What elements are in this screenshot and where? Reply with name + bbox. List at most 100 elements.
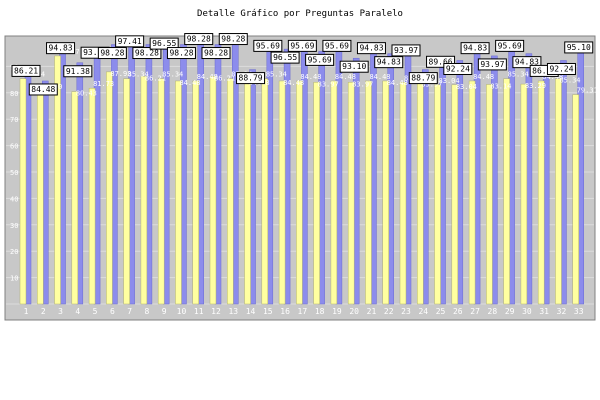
data-label-series-a: 95.10 (567, 43, 591, 52)
data-label-series-b: 84.48 (283, 79, 304, 87)
data-label-box (512, 56, 542, 69)
data-label-series-a: 95.69 (256, 41, 280, 50)
bar-series-b (227, 78, 234, 305)
data-label-series-b: 85.34 (128, 71, 149, 79)
bar-series-b (572, 94, 579, 305)
data-label-box (564, 41, 594, 54)
data-label-series-a: 98.28 (221, 35, 245, 44)
data-label-box (477, 58, 507, 71)
x-tick-label: 32 (557, 307, 567, 316)
data-label-series-b: 81.73 (93, 80, 114, 88)
bar-series-b (434, 84, 441, 305)
data-label-box (149, 37, 179, 50)
y-tick-label: 60 (10, 143, 18, 151)
data-label-series-a: 94.83 (359, 44, 383, 53)
bar-series-b (365, 80, 372, 305)
y-tick-label: 70 (10, 116, 18, 124)
data-label-series-a: 92.24 (549, 64, 573, 73)
data-label-series-b: 83.29 (525, 82, 546, 90)
data-label-box (11, 64, 41, 77)
data-label-series-b: 84.48 (335, 73, 356, 81)
data-label-box (97, 47, 127, 60)
bar-series-b (347, 82, 355, 305)
bar-series-b (140, 76, 148, 305)
x-tick-label: 7 (127, 307, 132, 316)
data-label-series-b: 84.48 (179, 79, 200, 87)
data-label-box (201, 47, 231, 60)
y-tick-label: 40 (10, 195, 18, 203)
data-label-series-a: 94.83 (377, 58, 401, 67)
data-label-series-a: 95.69 (325, 41, 349, 50)
x-tick-label: 31 (539, 307, 549, 316)
data-label-series-a: 98.28 (100, 49, 124, 58)
data-label-box (236, 72, 266, 85)
data-label-series-a: 94.83 (49, 44, 73, 53)
x-tick-label: 19 (332, 307, 342, 316)
data-label-box (339, 60, 369, 73)
x-tick-label: 12 (211, 307, 221, 316)
data-label-box (426, 55, 456, 68)
x-tick-label: 18 (315, 307, 325, 316)
y-tick-label: 80 (10, 90, 18, 98)
x-tick-label: 25 (436, 307, 446, 316)
bar-series-b (261, 78, 269, 305)
data-label-box (184, 33, 214, 46)
data-label-series-b: 85.34 (266, 71, 287, 79)
data-label-series-a: 88.79 (239, 74, 263, 83)
data-label-series-b: 84.48 (542, 73, 563, 81)
data-label-series-b: 86.21 (145, 74, 166, 82)
bar-series-b (330, 80, 338, 305)
data-label-box (305, 53, 335, 66)
x-tick-label: 24 (418, 307, 428, 316)
data-label-series-a: 84.48 (31, 85, 55, 94)
data-label-box (270, 51, 300, 64)
x-tick-label: 8 (144, 307, 149, 316)
data-label-box (253, 39, 283, 52)
bar-series-b (157, 78, 165, 305)
y-tick-label: 30 (10, 222, 18, 230)
data-label-series-b: 83.97 (352, 80, 373, 88)
bar-series-b (106, 71, 113, 305)
x-tick-label: 13 (228, 307, 238, 316)
bar-series-b (88, 87, 96, 305)
x-tick-label: 21 (367, 307, 377, 316)
data-label-series-a: 86.21 (14, 66, 38, 75)
data-label-series-b: 84.48 (300, 73, 321, 81)
data-label-series-b: 84.48 (369, 73, 390, 81)
bar-series-b (192, 80, 199, 305)
data-label-series-a: 94.83 (515, 58, 539, 67)
x-tick-label: 17 (298, 307, 308, 316)
data-label-series-a: 86.21 (532, 66, 556, 75)
data-label-series-b: 79.31 (577, 87, 598, 95)
data-label-series-a: 92.24 (446, 64, 470, 73)
data-label-series-a: 98.28 (135, 49, 159, 58)
data-label-box (460, 42, 490, 55)
data-label-series-a: 93.97 (480, 60, 504, 69)
data-label-series-a: 88.79 (411, 74, 435, 83)
bar-series-b (520, 83, 528, 305)
data-label-series-a: 93.10 (342, 62, 366, 71)
x-tick-label: 27 (470, 307, 480, 316)
data-label-series-b: 83.97 (421, 80, 442, 88)
data-label-series-a: 98.28 (204, 49, 228, 58)
data-label-series-b: 83.97 (318, 80, 339, 88)
x-tick-label: 28 (488, 307, 498, 316)
bar-series-b (19, 78, 27, 305)
data-label-box (408, 72, 438, 85)
bar-series-b (451, 84, 459, 305)
data-label-box (356, 42, 386, 55)
data-label-box (28, 83, 58, 96)
data-label-series-a: 96.55 (152, 39, 176, 48)
data-label-box (287, 39, 317, 52)
x-tick-label: 20 (349, 307, 359, 316)
bar-series-b (313, 82, 320, 305)
data-label-box (166, 47, 196, 60)
data-label-box (218, 33, 248, 46)
x-tick-label: 23 (401, 307, 411, 316)
data-label-series-b: 86.21 (214, 74, 235, 82)
data-label-series-a: 96.55 (273, 53, 297, 62)
data-label-box (322, 39, 352, 52)
data-label-box (495, 39, 525, 52)
x-tick-label: 11 (194, 307, 204, 316)
data-label-series-b: 84.48 (387, 79, 408, 87)
